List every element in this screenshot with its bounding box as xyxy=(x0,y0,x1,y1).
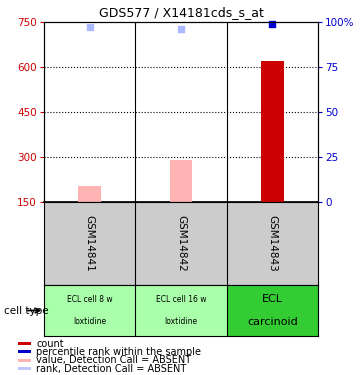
Bar xyxy=(78,186,101,202)
Text: GSM14842: GSM14842 xyxy=(176,215,186,272)
Text: loxtidine: loxtidine xyxy=(73,317,106,326)
Bar xyxy=(261,61,284,202)
Bar xyxy=(135,285,227,336)
Text: rank, Detection Call = ABSENT: rank, Detection Call = ABSENT xyxy=(36,364,186,374)
Point xyxy=(87,24,93,30)
Text: GSM14843: GSM14843 xyxy=(267,215,277,272)
Title: GDS577 / X14181cds_s_at: GDS577 / X14181cds_s_at xyxy=(99,6,264,20)
Text: loxtidine: loxtidine xyxy=(165,317,198,326)
Text: ECL cell 16 w: ECL cell 16 w xyxy=(156,295,206,304)
Point xyxy=(178,26,184,32)
Text: GSM14841: GSM14841 xyxy=(85,215,95,272)
Text: ECL cell 8 w: ECL cell 8 w xyxy=(67,295,112,304)
Text: cell type: cell type xyxy=(4,306,48,315)
Bar xyxy=(18,342,31,345)
Text: value, Detection Call = ABSENT: value, Detection Call = ABSENT xyxy=(36,355,192,365)
Text: count: count xyxy=(36,339,64,348)
Bar xyxy=(18,350,31,353)
Bar xyxy=(18,359,31,362)
Text: ECL: ECL xyxy=(262,294,283,304)
Text: percentile rank within the sample: percentile rank within the sample xyxy=(36,347,201,357)
Bar xyxy=(18,367,31,370)
Bar xyxy=(227,285,318,336)
Text: carcinoid: carcinoid xyxy=(247,317,298,327)
Bar xyxy=(170,160,192,202)
Bar xyxy=(44,285,135,336)
Point xyxy=(269,21,275,27)
